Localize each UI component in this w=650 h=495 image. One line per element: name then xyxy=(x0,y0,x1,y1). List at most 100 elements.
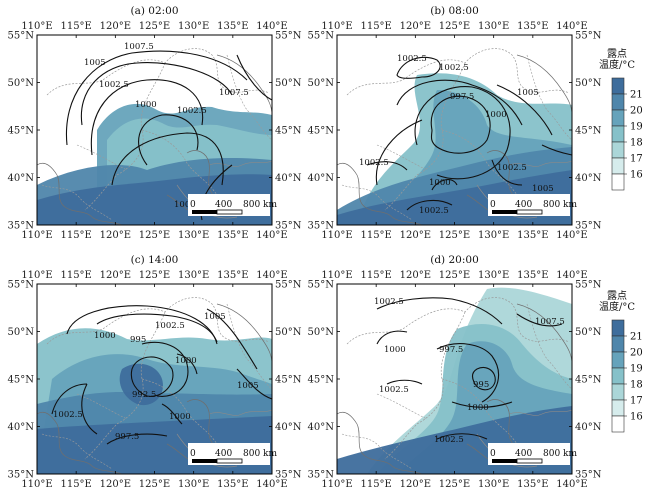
map-plot-area: 1002.5 1007.5 1000 997.5 995 1002.5 1000 1002.5 xyxy=(337,284,572,474)
lon-tick-label-top: 140°E xyxy=(256,270,287,281)
lat-tick-label-right: 40°N xyxy=(575,173,602,184)
lat-tick-label-left: 55°N xyxy=(8,31,35,42)
legend-swatch xyxy=(611,367,625,385)
scale-bar-label: 800 km xyxy=(243,200,277,210)
scale-bar-label: 400 xyxy=(215,449,232,459)
lat-tick-label-left: 55°N xyxy=(308,280,335,291)
isobar xyxy=(65,50,248,146)
lat-tick-label-right: 55°N xyxy=(275,280,302,291)
lon-tick-label-bottom: 120°E xyxy=(100,479,131,490)
lat-tick-label-right: 40°N xyxy=(275,422,302,433)
coastline xyxy=(516,303,572,365)
legend-swatch xyxy=(611,93,625,111)
legend-title: 露点 xyxy=(607,290,627,302)
scale-bar-label: 800 km xyxy=(543,200,577,210)
legend-level-label: 17 xyxy=(630,154,643,165)
legend-swatch xyxy=(611,335,625,353)
isobar xyxy=(130,356,174,397)
lon-tick-label-bottom: 140°E xyxy=(556,479,587,490)
lon-tick-label-top: 120°E xyxy=(100,270,131,281)
isobar xyxy=(161,403,183,425)
isobar-label: 997.5 xyxy=(450,92,474,102)
coastline xyxy=(516,54,572,116)
lon-tick-label-bottom: 125°E xyxy=(139,230,170,241)
lat-tick-label-left: 40°N xyxy=(308,173,335,184)
scale-bar: 0 400 800 km xyxy=(188,443,277,465)
isobar xyxy=(51,383,98,435)
lat-tick-label-right: 50°N xyxy=(575,327,602,338)
isobar-label: 1000 xyxy=(175,356,197,366)
legend-title: 露点 xyxy=(607,48,627,60)
lat-tick-label-left: 40°N xyxy=(8,173,35,184)
legend-level-label: 18 xyxy=(630,380,643,391)
isobar-label: 1002.5 xyxy=(434,435,464,445)
panel-title: (b) 08:00 xyxy=(430,5,479,17)
lon-tick-label-bottom: 120°E xyxy=(400,230,431,241)
legend-level-label: 19 xyxy=(630,364,643,375)
isobar-label: 1005 xyxy=(237,381,259,391)
lat-tick-label-right: 50°N xyxy=(275,78,302,89)
lat-tick-label-right: 55°N xyxy=(575,280,602,291)
lon-tick-label-top: 115°E xyxy=(60,21,91,32)
isobar-label: 1002.5 xyxy=(397,54,427,64)
isobar xyxy=(541,144,572,156)
legend-level-label: 20 xyxy=(630,106,643,117)
lon-tick-label-top: 140°E xyxy=(556,21,587,32)
isobar xyxy=(90,79,204,156)
lon-tick-label-top: 125°E xyxy=(139,21,170,32)
coastline xyxy=(337,411,423,474)
lon-tick-label-bottom: 140°E xyxy=(256,230,287,241)
lon-tick-label-bottom: 130°E xyxy=(478,230,509,241)
lon-tick-label-top: 110°E xyxy=(321,270,352,281)
isobar-label: 1002.5 xyxy=(155,321,185,331)
isobar-label: 1005 xyxy=(532,184,554,194)
legend-swatch xyxy=(611,109,625,127)
isobar-label: 1000 xyxy=(169,412,191,422)
legend-swatch xyxy=(611,157,625,175)
isobar xyxy=(206,308,258,370)
lon-tick-label-top: 110°E xyxy=(321,21,352,32)
legend-swatch xyxy=(611,77,625,95)
lat-tick-label-right: 45°N xyxy=(275,126,302,137)
lon-tick-label-bottom: 135°E xyxy=(517,230,548,241)
legend-level-label: 18 xyxy=(630,138,643,149)
isobar xyxy=(176,353,198,375)
lon-tick-label-top: 135°E xyxy=(217,270,248,281)
isobar-label: 1002.5 xyxy=(497,163,527,173)
isobar-label: 1007.5 xyxy=(124,42,154,52)
lat-tick-label-left: 50°N xyxy=(308,78,335,89)
lat-tick-label-right: 55°N xyxy=(275,31,302,42)
isobar xyxy=(386,379,423,385)
legend-title-unit: 温度/°C xyxy=(599,58,635,71)
legend-swatch xyxy=(611,319,625,337)
isobar xyxy=(376,297,503,325)
lon-tick-label-top: 135°E xyxy=(517,270,548,281)
legend-swatch xyxy=(611,383,625,401)
lon-tick-label-top: 115°E xyxy=(360,270,391,281)
lon-tick-label-bottom: 115°E xyxy=(60,230,91,241)
lon-tick-label-top: 130°E xyxy=(478,270,509,281)
lon-tick-label-bottom: 120°E xyxy=(400,479,431,490)
legend-swatch xyxy=(611,173,625,191)
lon-tick-label-bottom: 130°E xyxy=(478,479,509,490)
lat-tick-label-left: 35°N xyxy=(308,221,335,232)
lat-tick-label-left: 40°N xyxy=(8,422,35,433)
lon-tick-label-bottom: 140°E xyxy=(556,230,587,241)
isobar xyxy=(66,305,218,345)
scale-bar-label: 800 km xyxy=(243,449,277,459)
lat-tick-label-right: 40°N xyxy=(275,173,302,184)
isobar xyxy=(431,179,458,191)
panel-c: (c) 14:00 1000 1002.5 1005 995 1000 992.5 1005 1… xyxy=(8,254,302,490)
scale-bar-label: 0 xyxy=(490,200,496,210)
panel-b: (b) 08:001002.51002.5997.5100010051002.5… xyxy=(308,5,602,241)
lon-tick-label-bottom: 135°E xyxy=(217,230,248,241)
legend-level-label: 21 xyxy=(630,332,643,343)
isobar xyxy=(376,330,408,345)
lon-tick-label-top: 120°E xyxy=(100,21,131,32)
lat-tick-label-left: 40°N xyxy=(308,422,335,433)
lon-tick-label-top: 140°E xyxy=(556,270,587,281)
isobar xyxy=(436,433,488,440)
lon-tick-label-top: 135°E xyxy=(517,21,548,32)
